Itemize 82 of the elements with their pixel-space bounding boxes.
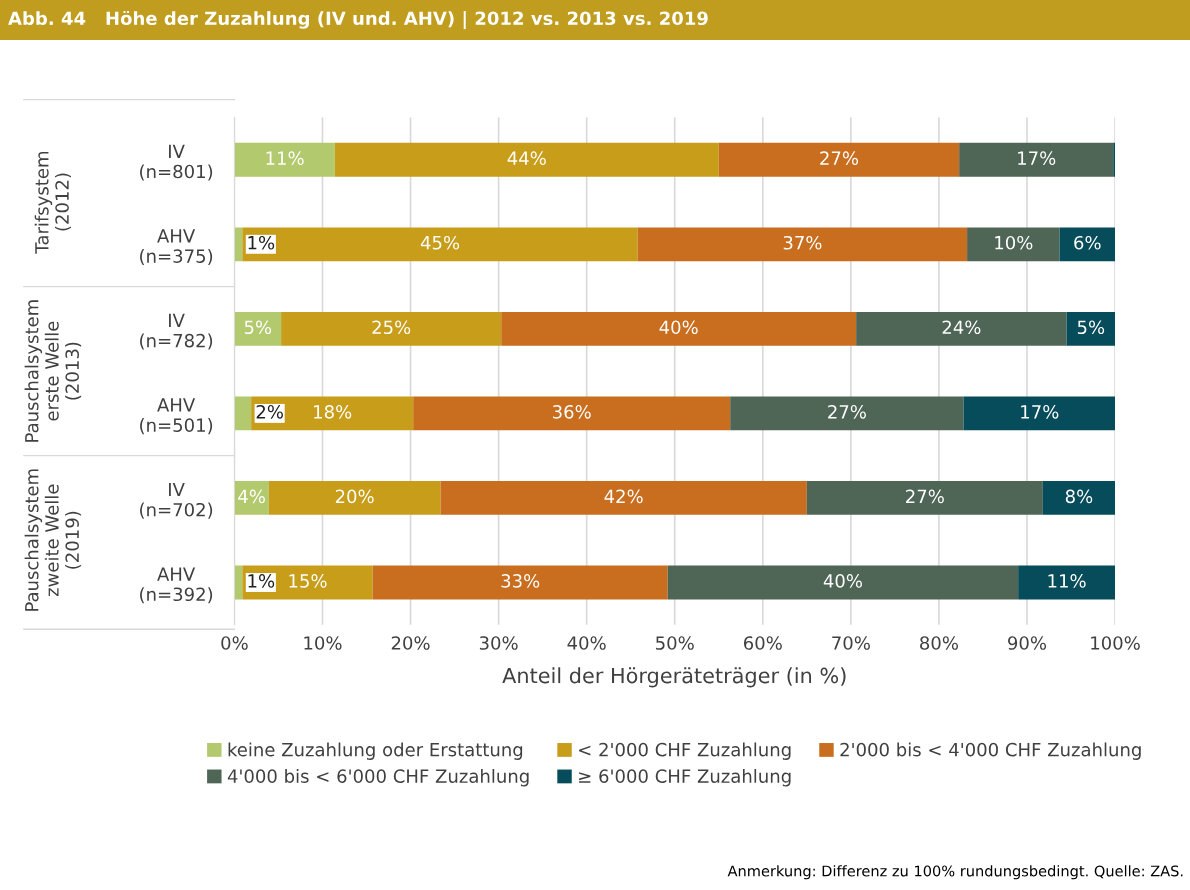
x-tick-label: 70%: [832, 636, 870, 650]
data-label: 40%: [659, 320, 698, 335]
bar: [963, 396, 1116, 431]
legend-label: 4'000 bis < 6'000 CHF Zuzahlung: [227, 768, 529, 787]
data-label: 36%: [553, 404, 591, 419]
bar: [234, 481, 269, 515]
data-label: 27%: [906, 489, 944, 504]
bar: [334, 142, 719, 177]
bar: [959, 142, 1114, 177]
data-label: 1%: [248, 574, 275, 588]
bar: [440, 481, 807, 515]
y-tick-label: AHV (n=375): [140, 229, 213, 266]
bar: [1018, 565, 1116, 600]
bar: [637, 227, 968, 262]
x-tick-label: 80%: [920, 636, 958, 650]
data-label: 11%: [266, 151, 304, 165]
data-label: 11%: [1048, 574, 1086, 588]
bar: [967, 227, 1060, 262]
x-tick-label: 90%: [1008, 636, 1047, 650]
x-axis-title: Anteil der Hörgeräteträger (in %): [502, 667, 846, 688]
legend-label: < 2'000 CHF Zuzahlung: [579, 742, 791, 760]
data-label: 25%: [372, 320, 411, 335]
bar: [667, 565, 1019, 600]
data-label: 18%: [314, 404, 352, 419]
data-label: 42%: [604, 489, 643, 504]
bar: [501, 311, 857, 346]
bar: [718, 142, 960, 177]
legend-label: ≥ 6'000 CHF Zuzahlung: [579, 768, 791, 787]
bar: [413, 396, 731, 431]
data-label: 44%: [507, 151, 546, 165]
chart-title: Abb. 44 Höhe der Zuzahlung (IV und. AHV) | 2012 vs. 2013 vs. 2019: [8, 10, 708, 30]
data-label: 40%: [823, 574, 862, 588]
data-label: 10%: [995, 235, 1033, 250]
bar: [806, 481, 1043, 515]
bar: [268, 481, 441, 515]
legend-label: 2'000 bis < 4'000 CHF Zuzahlung: [840, 742, 1141, 760]
data-label: 8%: [1065, 489, 1093, 504]
bar: [234, 311, 282, 346]
x-tick-label: 30%: [479, 636, 518, 650]
y-tick-label: IV (n=801): [140, 144, 213, 181]
bar: [372, 565, 668, 600]
x-tick-label: 60%: [743, 636, 782, 650]
x-tick-label: 40%: [567, 636, 606, 650]
data-label: 24%: [942, 320, 981, 335]
text: Pauschalsystem erste Welle (2013): [24, 300, 82, 442]
data-label: 15%: [289, 574, 327, 588]
data-label: 2%: [256, 404, 283, 419]
x-tick-label: 100%: [1091, 636, 1140, 650]
legend-label: keine Zuzahlung oder Erstattung: [228, 742, 523, 760]
bar: [730, 396, 964, 431]
bar: [251, 396, 414, 431]
bar: [1042, 481, 1116, 515]
data-label: 37%: [783, 235, 822, 250]
y-tick-label: AHV (n=501): [140, 398, 213, 435]
data-label: 5%: [1077, 320, 1105, 335]
text: Pauschalsystem zweite Welle (2019): [24, 469, 82, 611]
data-label: 27%: [820, 151, 859, 165]
data-label: 5%: [244, 320, 272, 335]
x-tick-label: 10%: [304, 636, 342, 650]
y-tick-label: AHV (n=392): [140, 567, 213, 604]
data-label: 33%: [501, 574, 540, 588]
bar: [1059, 227, 1116, 262]
bar: [242, 227, 638, 262]
bar: [856, 311, 1067, 346]
data-label: 20%: [335, 489, 374, 504]
text: Anmerkung: Differenz zu 100% rundungsbedingt. Quelle: ZAS.: [727, 865, 1183, 880]
data-label: 17%: [1018, 151, 1056, 165]
y-tick-label: IV (n=782): [140, 313, 213, 350]
bar: [234, 142, 335, 177]
x-tick-label: 20%: [391, 636, 430, 650]
data-label: 4%: [238, 489, 265, 504]
x-tick-label: 50%: [656, 636, 694, 650]
bar: [281, 311, 502, 346]
y-tick-label: IV (n=702): [140, 482, 213, 519]
x-tick-label: 0%: [221, 636, 248, 650]
data-label: 17%: [1021, 404, 1059, 419]
data-label: 45%: [420, 235, 460, 250]
data-label: 1%: [248, 235, 275, 250]
data-label: 27%: [828, 404, 866, 419]
data-label: 6%: [1074, 235, 1101, 250]
bar: [1066, 311, 1116, 346]
text: Tarifsystem (2012): [34, 151, 72, 254]
